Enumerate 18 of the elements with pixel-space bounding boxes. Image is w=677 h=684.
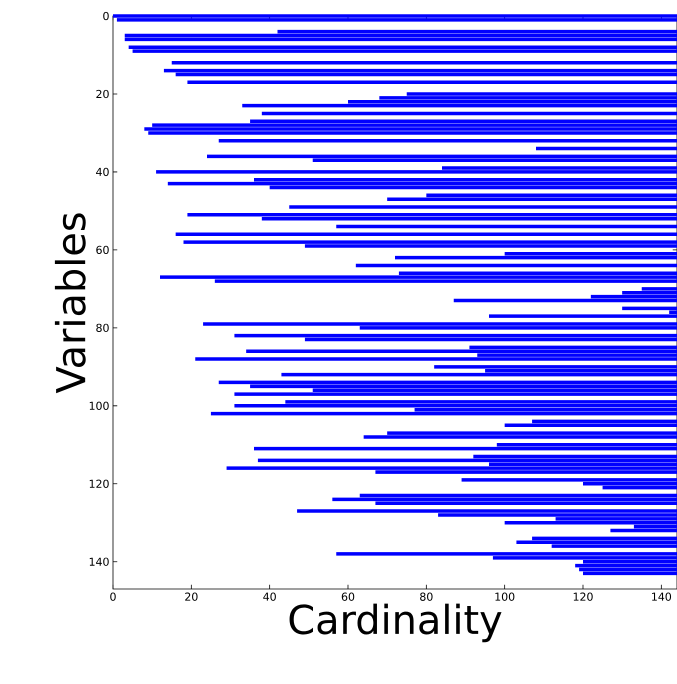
x-tick-label: 120: [574, 592, 593, 601]
x-tick-label: 60: [342, 592, 354, 601]
x-tick-label: 100: [495, 592, 514, 601]
y-tick-label: 80: [96, 324, 109, 332]
x-axis-title: Cardinality: [289, 604, 502, 642]
y-tick-label: 40: [96, 168, 109, 176]
y-axis-title: Variables: [54, 213, 86, 394]
x-tick-label: 0: [110, 592, 116, 601]
y-tick-label: 140: [90, 558, 109, 566]
y-tick-label: 20: [96, 90, 109, 98]
x-tick-label: 20: [184, 592, 198, 601]
y-tick-label: 120: [90, 480, 109, 488]
y-tick-label: 60: [96, 246, 109, 254]
y-tick-label: 0: [103, 12, 109, 20]
x-tick-label: 140: [652, 592, 671, 601]
y-tick-label: 100: [90, 402, 109, 410]
x-tick-label: 40: [263, 592, 276, 601]
x-tick-label: 80: [420, 592, 432, 601]
